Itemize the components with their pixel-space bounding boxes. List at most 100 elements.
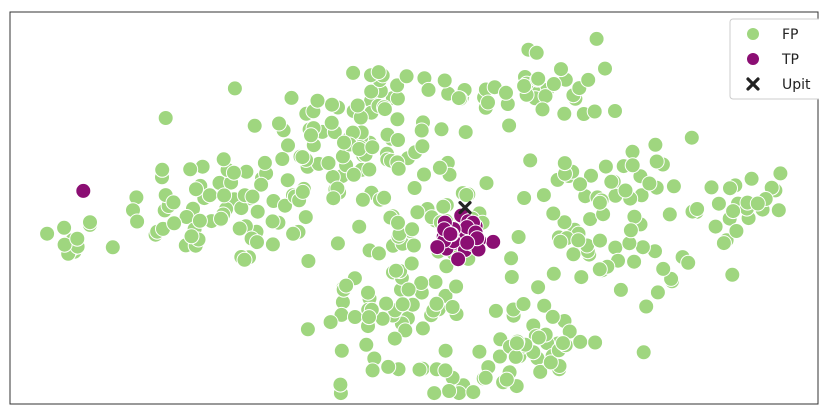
fp-point	[360, 284, 376, 301]
fp-point	[770, 202, 787, 219]
fp-point	[591, 261, 608, 278]
fp-point	[556, 105, 573, 122]
fp-point	[612, 281, 629, 298]
fp-point	[498, 84, 514, 101]
legend-tp-marker	[747, 53, 759, 65]
fp-point	[545, 265, 562, 282]
fp-point	[256, 154, 273, 171]
legend-fp-marker	[747, 28, 759, 40]
tp-point	[75, 182, 92, 199]
fp-point	[572, 176, 588, 193]
fp-point	[436, 72, 453, 89]
fp-point	[542, 354, 559, 371]
tp-point	[429, 239, 446, 256]
tp-point	[459, 234, 476, 251]
fp-point	[324, 96, 340, 113]
fp-point	[680, 254, 697, 271]
fp-point	[710, 195, 727, 212]
fp-point	[647, 136, 664, 153]
fp-point	[772, 165, 789, 182]
fp-point	[572, 333, 589, 350]
fp-point	[556, 214, 573, 231]
fp-point	[294, 149, 311, 166]
fp-point	[299, 321, 316, 338]
fp-point	[722, 180, 738, 197]
fp-point	[39, 225, 56, 242]
fp-point	[165, 194, 182, 211]
fp-point	[592, 232, 608, 249]
fp-point	[516, 78, 533, 94]
fp-point	[580, 71, 597, 88]
fp-point	[166, 215, 183, 232]
legend-tp-label: TP	[781, 52, 799, 68]
fp-point	[376, 189, 393, 206]
fp-point	[188, 181, 204, 198]
fp-point	[300, 253, 317, 269]
fp-point	[338, 277, 355, 294]
fp-point	[641, 175, 658, 192]
fp-point	[431, 159, 448, 176]
fp-point	[397, 322, 414, 339]
fp-point	[591, 194, 608, 211]
fp-point	[231, 220, 248, 237]
fp-point	[555, 335, 571, 352]
fp-point	[364, 139, 381, 156]
fp-point	[386, 330, 403, 347]
fp-point	[508, 335, 525, 352]
fp-point	[607, 239, 624, 256]
fp-point	[354, 191, 371, 208]
fp-point	[347, 309, 363, 325]
fp-point	[480, 94, 496, 111]
upit-marker	[458, 201, 472, 215]
fp-point	[498, 371, 515, 388]
fp-point	[279, 172, 296, 189]
fp-point	[361, 161, 378, 178]
fp-point	[244, 188, 261, 205]
fp-point	[587, 334, 604, 351]
tp-point	[442, 226, 459, 243]
fp-point	[406, 180, 423, 196]
fp-point	[336, 134, 352, 151]
fp-point	[201, 187, 218, 204]
fp-point	[665, 178, 682, 195]
fp-point	[570, 232, 587, 249]
fp-point	[565, 246, 582, 263]
fp-point	[588, 30, 605, 47]
fp-point	[724, 266, 741, 283]
fp-point	[522, 152, 539, 169]
fp-point	[503, 269, 520, 285]
fp-point	[725, 203, 742, 220]
fp-point	[416, 166, 432, 183]
fp-point	[689, 201, 706, 217]
fp-point	[530, 329, 547, 346]
fp-point	[617, 182, 634, 199]
fp-point	[322, 314, 339, 331]
fp-point	[444, 299, 461, 315]
fp-point	[345, 166, 362, 183]
fp-point	[528, 44, 545, 61]
fp-point	[536, 297, 553, 314]
fp-point	[622, 222, 639, 239]
fp-point	[530, 279, 547, 296]
fp-point	[390, 132, 406, 148]
fp-point	[309, 92, 326, 109]
fp-point	[516, 190, 533, 206]
fp-point	[544, 308, 561, 325]
fp-point	[635, 344, 652, 361]
fp-point	[626, 208, 643, 225]
fp-point	[183, 228, 200, 245]
fp-point	[728, 223, 745, 239]
fp-point	[703, 179, 720, 196]
fp-point	[477, 369, 494, 386]
fp-point	[510, 229, 527, 245]
fp-point	[215, 151, 232, 168]
fp-point	[264, 236, 281, 253]
fp-point	[535, 187, 552, 204]
fp-point	[323, 114, 340, 131]
fp-point	[545, 205, 562, 222]
fp-point	[638, 298, 655, 315]
fp-point	[438, 258, 455, 275]
fp-point	[487, 302, 504, 319]
legend-upit-label: Upit	[782, 77, 811, 93]
